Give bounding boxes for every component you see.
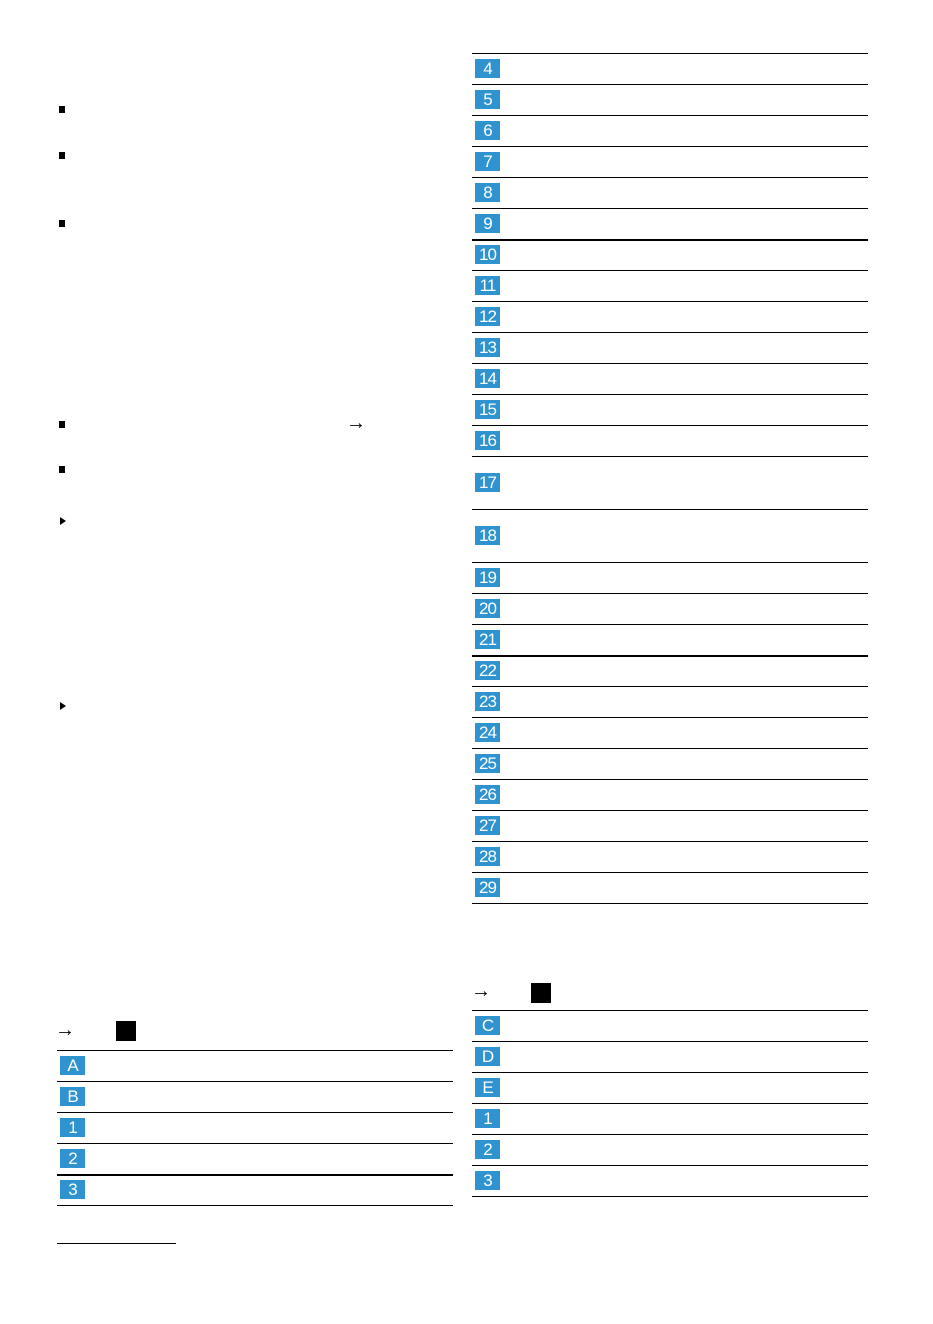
arrow-bullet [60, 517, 66, 525]
table-rule [472, 686, 868, 687]
row-badge: 3 [475, 1171, 500, 1190]
table-rule [472, 208, 868, 209]
row-badge: 11 [475, 276, 500, 295]
table-rule [472, 593, 868, 594]
table-rule [472, 1134, 868, 1135]
row-badge: 28 [475, 847, 500, 866]
row-badge: 4 [475, 59, 500, 78]
table-rule [472, 115, 868, 116]
arrow-icon: → [346, 412, 366, 434]
table-rule [472, 177, 868, 178]
table-rule [472, 1010, 868, 1011]
table-rule [472, 53, 868, 54]
row-badge: 2 [475, 1140, 500, 1159]
row-badge: B [60, 1087, 85, 1106]
footnote-rule [57, 1243, 176, 1244]
table-rule [472, 872, 868, 873]
row-badge: 15 [475, 400, 500, 419]
table-rule [472, 301, 868, 302]
row-badge: 1 [60, 1118, 85, 1137]
row-badge: 13 [475, 338, 500, 357]
row-badge: 6 [475, 121, 500, 140]
row-badge: 18 [475, 526, 500, 545]
row-badge: 14 [475, 369, 500, 388]
arrow-bullet [60, 702, 66, 710]
row-badge: 10 [475, 245, 500, 264]
table-rule [472, 1041, 868, 1042]
row-badge: 16 [475, 431, 500, 450]
table-rule [472, 624, 868, 625]
bullet [59, 220, 65, 227]
row-badge: 8 [475, 183, 500, 202]
row-badge: 1 [475, 1109, 500, 1128]
table-rule [472, 146, 868, 147]
row-badge: D [475, 1047, 500, 1066]
row-badge: C [475, 1016, 500, 1035]
key-icon [116, 1021, 136, 1041]
table-rule [472, 1103, 868, 1104]
table-rule [472, 717, 868, 718]
row-badge: 20 [475, 599, 500, 618]
table-rule [472, 425, 868, 426]
row-badge: 19 [475, 568, 500, 587]
table-rule [472, 841, 868, 842]
bullet [59, 466, 65, 473]
table-rule [472, 562, 868, 563]
table-rule [472, 903, 868, 904]
table-rule [472, 1196, 868, 1197]
row-badge: 3 [60, 1180, 85, 1199]
row-badge: E [475, 1078, 500, 1097]
row-badge: 22 [475, 661, 500, 680]
table-rule [57, 1174, 453, 1176]
arrow-icon: → [471, 980, 491, 1002]
row-badge: A [60, 1056, 85, 1075]
row-badge: 21 [475, 630, 500, 649]
row-badge: 2 [60, 1149, 85, 1168]
table-rule [472, 394, 868, 395]
table-rule [57, 1205, 453, 1206]
row-badge: 5 [475, 90, 500, 109]
bullet [59, 106, 65, 113]
table-rule [472, 270, 868, 271]
row-badge: 27 [475, 816, 500, 835]
row-badge: 12 [475, 307, 500, 326]
row-badge: 23 [475, 692, 500, 711]
table-rule [472, 84, 868, 85]
row-badge: 9 [475, 214, 500, 233]
table-rule [472, 332, 868, 333]
table-rule [57, 1050, 453, 1051]
bullet [59, 152, 65, 159]
table-rule [472, 810, 868, 811]
key-icon [531, 983, 551, 1003]
row-badge: 24 [475, 723, 500, 742]
arrow-icon: → [55, 1019, 75, 1041]
table-rule [472, 509, 868, 510]
row-badge: 29 [475, 878, 500, 897]
table-rule [472, 748, 868, 749]
row-badge: 26 [475, 785, 500, 804]
table-rule [472, 779, 868, 780]
table-rule [472, 655, 868, 657]
row-badge: 25 [475, 754, 500, 773]
table-rule [57, 1081, 453, 1082]
row-badge: 7 [475, 152, 500, 171]
table-rule [472, 363, 868, 364]
table-rule [57, 1112, 453, 1113]
table-rule [57, 1143, 453, 1144]
table-rule [472, 456, 868, 457]
table-rule [472, 1072, 868, 1073]
table-rule [472, 1165, 868, 1166]
table-rule [472, 239, 868, 241]
bullet [59, 421, 65, 428]
row-badge: 17 [475, 473, 500, 492]
